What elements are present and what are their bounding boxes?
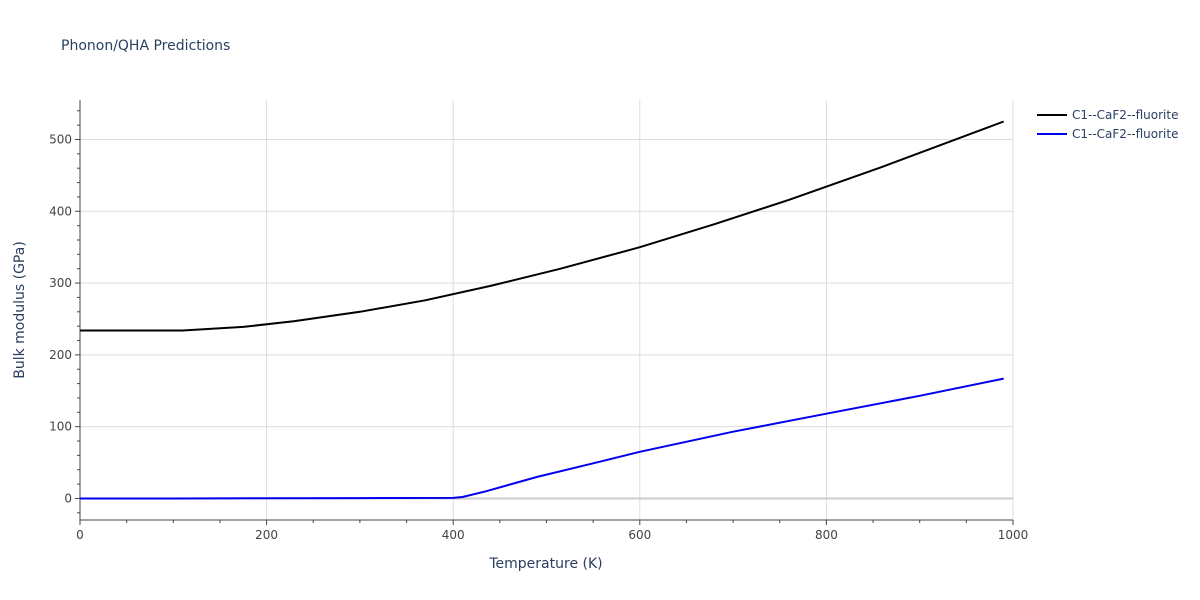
series-line-1 — [80, 120, 1005, 332]
x-tick-label: 400 — [442, 528, 465, 542]
y-tick-label: 100 — [49, 420, 72, 434]
series-layer — [80, 120, 1005, 500]
x-tick-label: 1000 — [998, 528, 1029, 542]
axes: 0 200 400 600 800 1000 0 100 200 300 400 500 — [49, 100, 1028, 542]
chart-title: Phonon/QHA Predictions — [61, 38, 230, 54]
y-tick-label: 500 — [49, 132, 72, 146]
grid — [80, 100, 1014, 520]
legend: C1--CaF2--fluorite C1--CaF2--fluorite — [1037, 108, 1178, 141]
legend-label-2: C1--CaF2--fluorite — [1072, 127, 1178, 141]
legend-label-1: C1--CaF2--fluorite — [1072, 108, 1178, 122]
x-tick-label: 200 — [255, 528, 278, 542]
x-tick-label: 600 — [628, 528, 651, 542]
x-axis-title: Temperature (K) — [488, 556, 602, 572]
y-tick-label: 200 — [49, 348, 72, 362]
series-line-2 — [80, 377, 1004, 500]
y-tick-label: 400 — [49, 204, 72, 218]
x-tick-label: 0 — [76, 528, 84, 542]
y-tick-label: 0 — [64, 491, 72, 505]
x-tick-label: 800 — [815, 528, 838, 542]
y-tick-label: 300 — [49, 276, 72, 290]
y-axis-title: Bulk modulus (GPa) — [12, 241, 28, 379]
